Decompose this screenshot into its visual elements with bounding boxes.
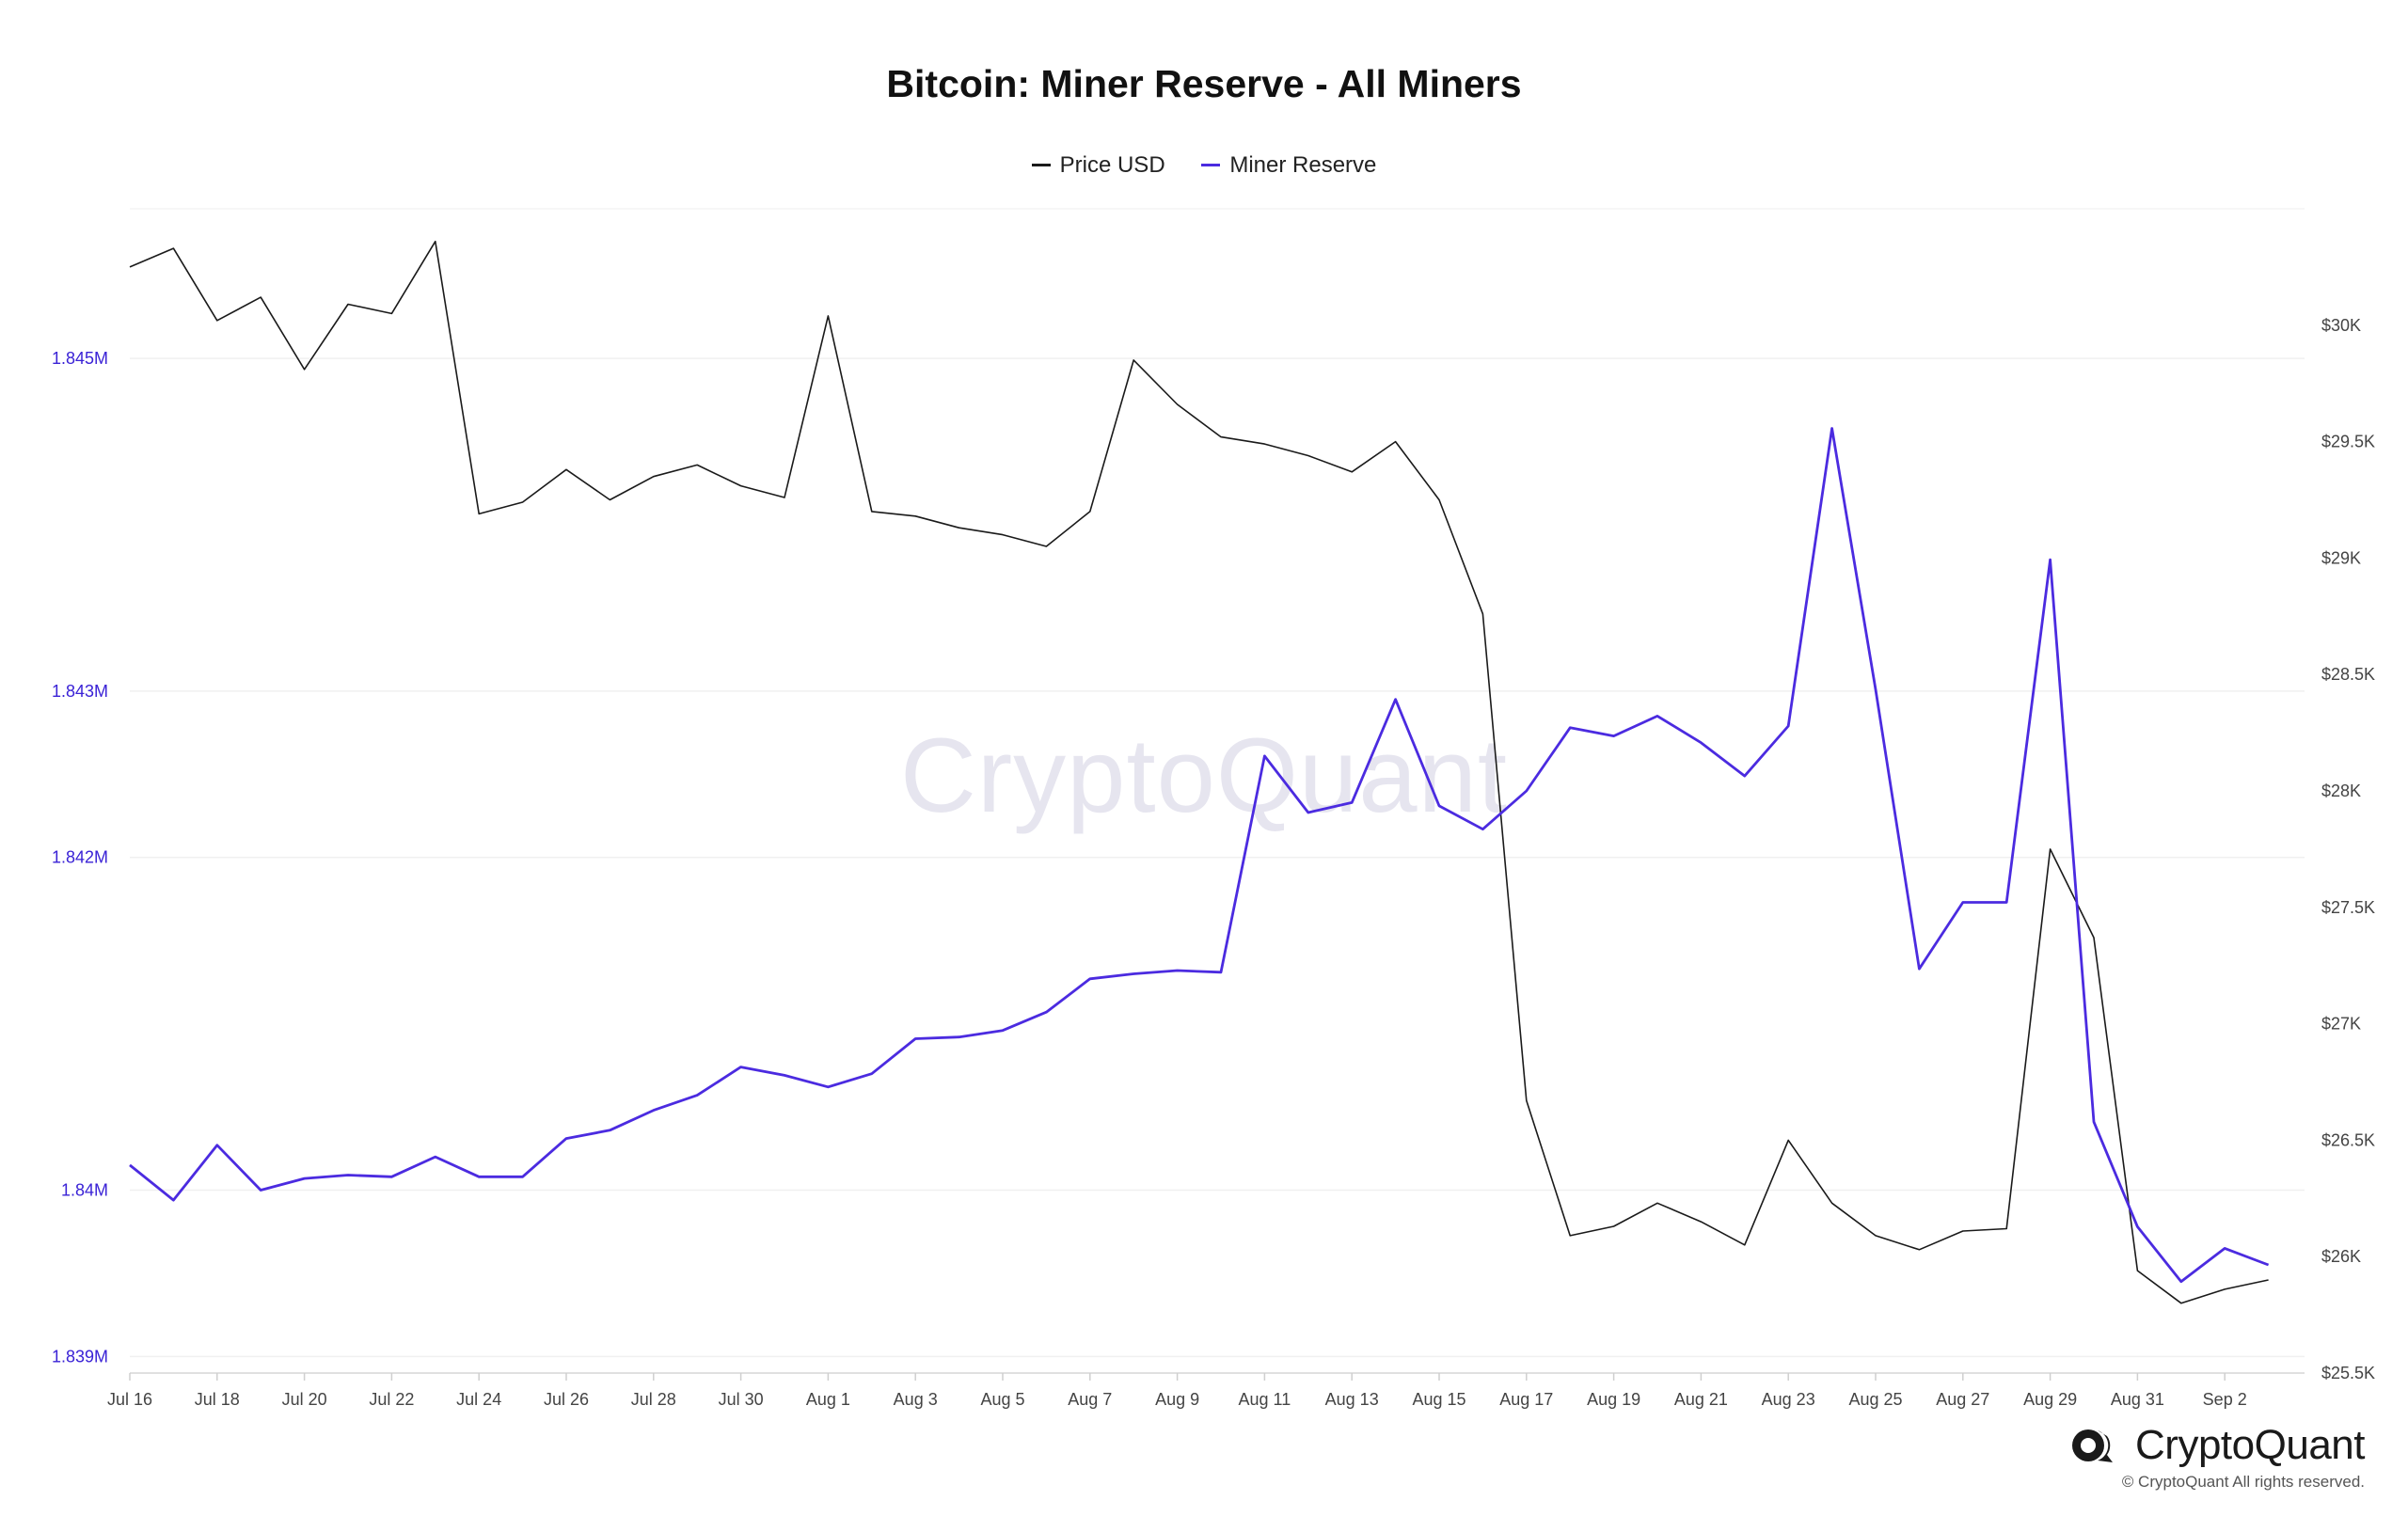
right-axis-tick-label: $28K <box>2321 782 2361 800</box>
x-axis-tick-label: Jul 16 <box>107 1390 152 1409</box>
right-axis-tick-label: $28.5K <box>2321 665 2375 684</box>
cryptoquant-logo-icon <box>2072 1429 2114 1462</box>
brand-name: CryptoQuant <box>2135 1422 2365 1468</box>
legend-item-price[interactable]: Price USD <box>1031 151 1165 179</box>
series-line-price-usd <box>129 240 2269 1304</box>
chart-legend: Price USD Miner Reserve <box>0 147 2408 179</box>
legend-swatch-price <box>1031 164 1051 166</box>
left-axis-tick-label: 1.845M <box>52 349 108 368</box>
legend-label-miner-reserve: Miner Reserve <box>1229 151 1377 178</box>
x-axis-tick-label: Aug 29 <box>2023 1390 2077 1409</box>
right-axis-tick-label: $25.5K <box>2321 1364 2375 1382</box>
x-axis-tick-label: Jul 26 <box>544 1390 589 1409</box>
x-axis-tick-label: Aug 17 <box>1499 1390 1553 1409</box>
x-axis-tick-label: Aug 7 <box>1068 1390 1112 1409</box>
right-axis-tick-label: $27K <box>2321 1015 2361 1034</box>
right-axis-tick-label: $29.5K <box>2321 433 2375 451</box>
x-axis-tick-label: Aug 5 <box>980 1390 1024 1409</box>
x-axis-tick-label: Aug 23 <box>1762 1390 1815 1409</box>
x-axis-tick-label: Jul 30 <box>719 1390 764 1409</box>
x-axis-tick-label: Aug 15 <box>1412 1390 1465 1409</box>
right-axis-tick-label: $30K <box>2321 316 2361 335</box>
right-axis-tick-label: $29K <box>2321 548 2361 567</box>
x-axis-tick-label: Aug 25 <box>1848 1390 1902 1409</box>
left-axis-tick-label: 1.84M <box>61 1180 108 1199</box>
x-axis-tick-label: Jul 20 <box>282 1390 327 1409</box>
left-axis-tick-label: 1.842M <box>52 848 108 867</box>
legend-label-price: Price USD <box>1059 151 1165 178</box>
copyright-notice: © CryptoQuant All rights reserved. <box>2121 1473 2365 1491</box>
brand-logo[interactable]: CryptoQuant <box>2069 1422 2365 1469</box>
legend-item-miner-reserve[interactable]: Miner Reserve <box>1201 152 1376 179</box>
legend-swatch-miner-reserve <box>1201 164 1221 166</box>
watermark: CryptoQuant <box>900 717 1508 834</box>
right-axis-tick-label: $26.5K <box>2321 1130 2375 1149</box>
x-axis-tick-label: Aug 3 <box>894 1390 938 1409</box>
x-axis-tick-label: Aug 21 <box>1674 1390 1728 1409</box>
x-axis-tick-label: Aug 13 <box>1325 1390 1379 1409</box>
left-axis-tick-label: 1.843M <box>52 682 108 701</box>
x-axis-tick-label: Aug 9 <box>1155 1390 1199 1409</box>
x-axis-tick-label: Jul 24 <box>456 1390 501 1409</box>
series-line-miner-reserve <box>129 427 2270 1284</box>
right-axis-tick-label: $27.5K <box>2321 898 2375 917</box>
x-axis-tick-label: Aug 11 <box>1239 1390 1291 1409</box>
chart-title: Bitcoin: Miner Reserve - All Miners <box>886 62 1522 105</box>
right-axis-tick-label: $26K <box>2321 1247 2361 1266</box>
left-axis-tick-label: 1.839M <box>52 1347 108 1366</box>
x-axis-tick-label: Jul 18 <box>195 1390 240 1409</box>
x-axis-tick-label: Sep 2 <box>2203 1390 2247 1409</box>
x-axis-tick-label: Jul 22 <box>369 1390 414 1409</box>
x-axis-tick-label: Aug 1 <box>806 1390 850 1409</box>
x-axis-tick-label: Aug 27 <box>1936 1390 1989 1409</box>
x-axis-tick-label: Jul 28 <box>631 1390 676 1409</box>
x-axis-tick-label: Aug 31 <box>2111 1390 2164 1409</box>
x-axis-tick-label: Aug 19 <box>1587 1390 1640 1409</box>
